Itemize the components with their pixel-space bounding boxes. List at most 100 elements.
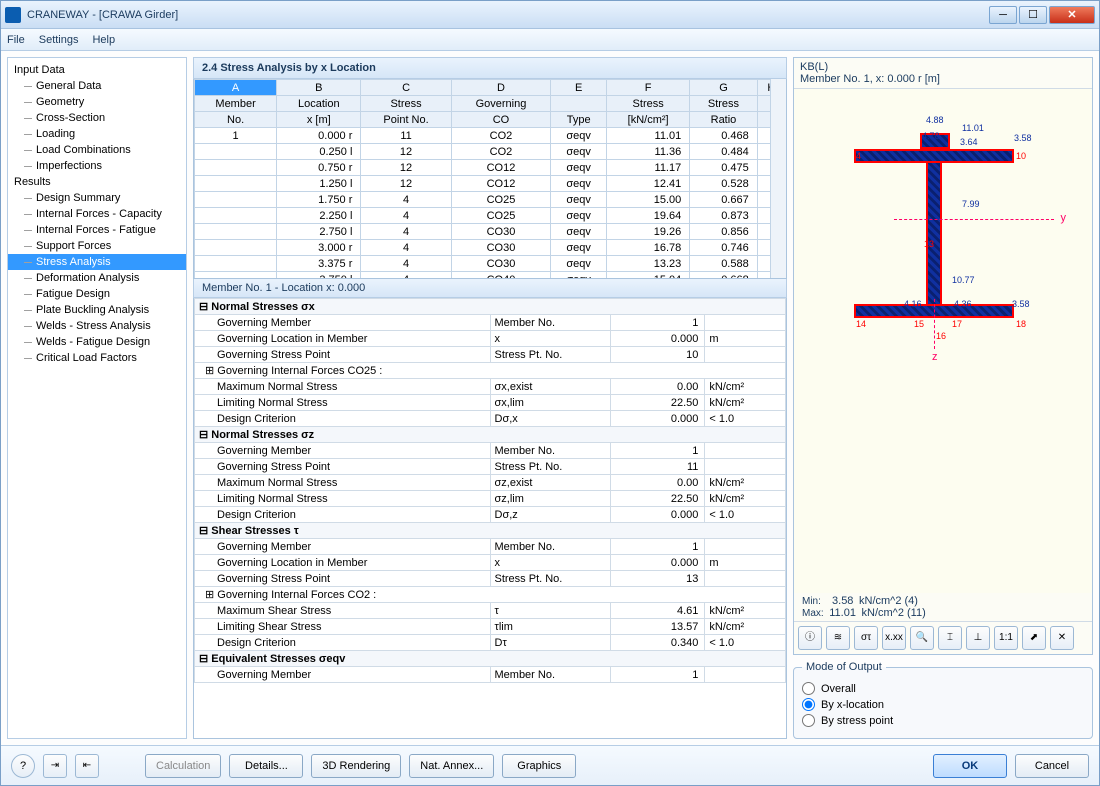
close-button[interactable]: ✕ [1049,6,1095,24]
table-row[interactable]: 2.750 l4CO30σeqv19.260.856 [195,224,786,240]
cancel-button[interactable]: Cancel [1015,754,1089,778]
3d-rendering-button[interactable]: 3D Rendering [311,754,401,778]
tree-item[interactable]: Stress Analysis [8,254,186,270]
stress-point-label: 18 [1016,319,1026,329]
tree-item[interactable]: Input Data [8,62,186,78]
tree-item[interactable]: Internal Forces - Fatigue [8,222,186,238]
preview-toolbar: ⓘ≋στx.xx🔍⌶⊥1:1⬈✕ [794,621,1092,654]
table-row[interactable]: 3.000 r4CO30σeqv16.780.746 [195,240,786,256]
tree-item[interactable]: Imperfections [8,158,186,174]
stress-point-label: 10 [1016,151,1026,161]
top-flange [854,149,1014,163]
import-icon[interactable]: ⇥ [43,754,67,778]
preview-tool-button[interactable]: ✕ [1050,626,1074,650]
footer: ? ⇥ ⇤ Calculation Details... 3D Renderin… [1,745,1099,785]
preview-tool-button[interactable]: 🔍 [910,626,934,650]
preview-tool-button[interactable]: ≋ [826,626,850,650]
app-window: CRANEWAY - [CRAWA Girder] ─ ☐ ✕ File Set… [0,0,1100,786]
stress-point-label: 16 [936,331,946,341]
tree-item[interactable]: General Data [8,78,186,94]
z-axis [934,299,935,349]
menubar: File Settings Help [1,29,1099,51]
detail-row: Design CriterionDτ0.340< 1.0 [195,635,786,651]
tree-item[interactable]: Deformation Analysis [8,270,186,286]
detail-section: ⊟ Normal Stresses σx [195,299,786,315]
preview-tool-button[interactable]: στ [854,626,878,650]
tree-item[interactable]: Results [8,174,186,190]
stress-point-label: 4.78 [922,131,940,141]
results-table-container[interactable]: ABCDEFGHMemberLocationStressGoverningStr… [193,79,787,279]
preview-tool-button[interactable]: ⓘ [798,626,822,650]
tree-item[interactable]: Design Summary [8,190,186,206]
vertical-scrollbar[interactable] [770,79,786,278]
preview-name: KB(L) [800,61,828,73]
cross-section-preview: KB(L) Member No. 1, x: 0.000 r [m] 41014… [793,57,1093,655]
mode-option[interactable]: By x-location [802,698,1084,711]
y-axis [894,219,1054,220]
mode-option[interactable]: Overall [802,682,1084,695]
stress-point-label: 4.36 [954,299,972,309]
details-container[interactable]: ⊟ Normal Stresses σxGoverning MemberMemb… [193,298,787,739]
mode-option[interactable]: By stress point [802,714,1084,727]
detail-section: ⊟ Normal Stresses σz [195,427,786,443]
detail-row: Governing Stress PointStress Pt. No.13 [195,571,786,587]
minimize-button[interactable]: ─ [989,6,1017,24]
tree-item[interactable]: Cross-Section [8,110,186,126]
table-row[interactable]: 1.750 r4CO25σeqv15.000.667 [195,192,786,208]
detail-expand[interactable]: ⊞ Governing Internal Forces CO25 : [195,363,786,379]
table-row[interactable]: 0.750 r12CO12σeqv11.170.475 [195,160,786,176]
detail-row: Governing MemberMember No.1 [195,315,786,331]
table-row[interactable]: 2.250 l4CO25σeqv19.640.873 [195,208,786,224]
detail-row: Governing Location in Memberx0.000m [195,331,786,347]
detail-row: Maximum Normal Stressσx,exist0.00kN/cm² [195,379,786,395]
results-table[interactable]: ABCDEFGHMemberLocationStressGoverningStr… [194,79,786,279]
calculation-button[interactable]: Calculation [145,754,221,778]
tree-item[interactable]: Fatigue Design [8,286,186,302]
graphics-button[interactable]: Graphics [502,754,576,778]
tree-item[interactable]: Internal Forces - Capacity [8,206,186,222]
preview-tool-button[interactable]: x.xx [882,626,906,650]
ok-button[interactable]: OK [933,754,1007,778]
nat-annex-button[interactable]: Nat. Annex... [409,754,494,778]
stress-point-label: 4 [856,151,861,161]
menu-settings[interactable]: Settings [39,34,79,46]
detail-expand[interactable]: ⊞ Governing Internal Forces CO2 : [195,587,786,603]
tree-item[interactable]: Load Combinations [8,142,186,158]
tree-item[interactable]: Plate Buckling Analysis [8,302,186,318]
stress-point-label: 14 [856,319,866,329]
table-row[interactable]: 3.375 r4CO30σeqv13.230.588 [195,256,786,272]
tree-item[interactable]: Support Forces [8,238,186,254]
detail-row: Governing Location in Memberx0.000m [195,555,786,571]
window-title: CRANEWAY - [CRAWA Girder] [27,9,178,21]
mode-legend: Mode of Output [802,661,886,673]
mode-of-output-group: Mode of Output Overall By x-location By … [793,661,1093,739]
preview-tool-button[interactable]: ⊥ [966,626,990,650]
detail-row: Maximum Normal Stressσz,exist0.00kN/cm² [195,475,786,491]
maximize-button[interactable]: ☐ [1019,6,1047,24]
preview-tool-button[interactable]: ⬈ [1022,626,1046,650]
table-row[interactable]: 1.250 l12CO12σeqv12.410.528 [195,176,786,192]
detail-section: ⊟ Equivalent Stresses σeqv [195,651,786,667]
menu-file[interactable]: File [7,34,25,46]
tree-item[interactable]: Loading [8,126,186,142]
details-button[interactable]: Details... [229,754,303,778]
tree-item[interactable]: Geometry [8,94,186,110]
table-row[interactable]: 0.250 l12CO2σeqv11.360.484 [195,144,786,160]
tree-item[interactable]: Welds - Stress Analysis [8,318,186,334]
preview-tool-button[interactable]: ⌶ [938,626,962,650]
preview-tool-button[interactable]: 1:1 [994,626,1018,650]
tree-item[interactable]: Welds - Fatigue Design [8,334,186,350]
help-icon[interactable]: ? [11,754,35,778]
detail-title: Member No. 1 - Location x: 0.000 [193,279,787,298]
preview-canvas[interactable]: 41014151617184.8811.014.783.643.587.9910… [794,89,1092,593]
tree-item[interactable]: Critical Load Factors [8,350,186,366]
export-icon[interactable]: ⇤ [75,754,99,778]
detail-row: Governing MemberMember No.1 [195,443,786,459]
menu-help[interactable]: Help [92,34,115,46]
stress-point-label: 3.58 [1012,299,1030,309]
table-row[interactable]: 10.000 r11CO2σeqv11.010.468 [195,128,786,144]
stress-point-label: 3.58 [1014,133,1032,143]
table-row[interactable]: 3.750 l4CO40σeqv15.040.668 [195,272,786,280]
stress-point-label: 15 [914,319,924,329]
stress-point-label: 7.99 [962,199,980,209]
